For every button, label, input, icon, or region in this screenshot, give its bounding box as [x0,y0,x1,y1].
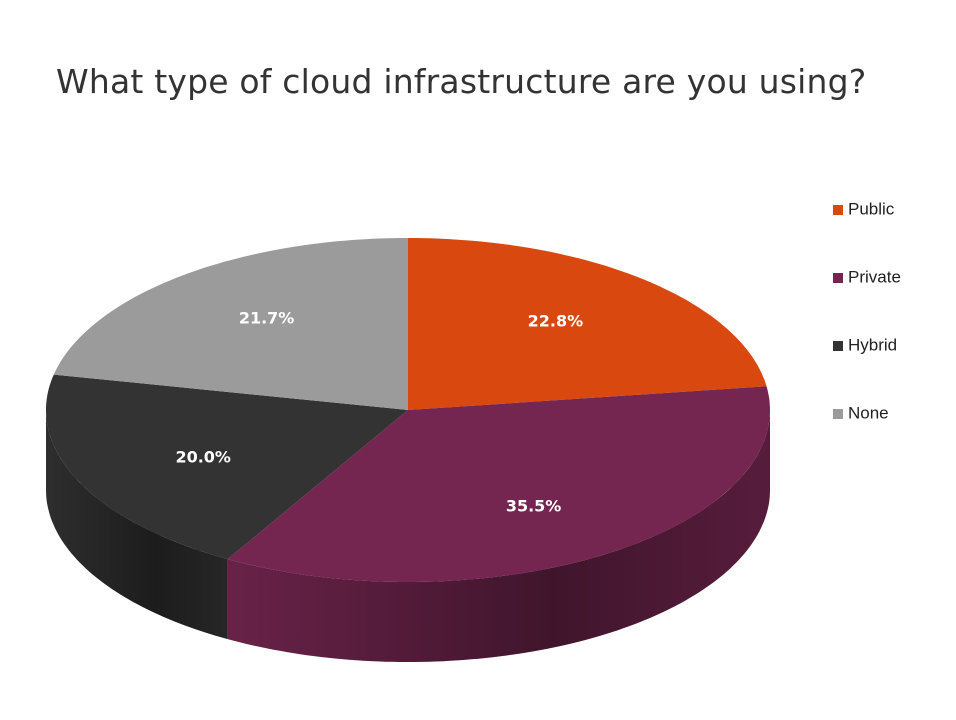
pie-side-shade-hybrid [46,410,228,640]
legend-swatch-private [833,273,843,283]
slice-label-none: 21.7% [239,309,295,328]
slice-label-hybrid: 20.0% [175,447,231,466]
chart-title: What type of cloud infrastructure are yo… [56,62,867,101]
legend-swatch-hybrid [833,341,843,351]
legend-label-none: None [848,403,889,422]
pie-slice-private [227,386,770,582]
pie-labels: 22.8% 35.5% 20.0% 21.7% [175,309,583,516]
legend-swatch-public [833,205,843,215]
pie-sides [46,410,770,662]
legend-label-public: Public [848,199,895,218]
legend-swatch-none [833,409,843,419]
pie-tops [46,238,770,582]
pie-slice-hybrid [46,374,408,560]
pie-slice-none [53,238,409,410]
slice-label-private: 35.5% [506,496,562,515]
pie-slice-public [408,238,767,410]
pie-side-shade-private [227,410,770,662]
legend-label-private: Private [848,267,901,286]
legend: Public Private Hybrid None [833,199,901,422]
slice-label-public: 22.8% [528,311,584,330]
legend-label-hybrid: Hybrid [848,335,897,354]
